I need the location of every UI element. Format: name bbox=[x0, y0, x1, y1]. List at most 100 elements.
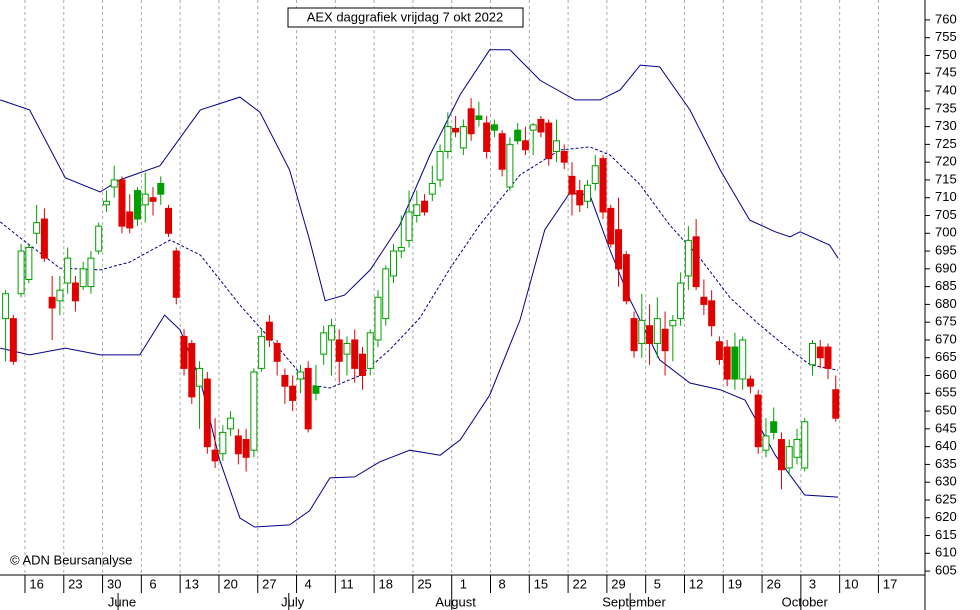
y-tick-label: 605 bbox=[935, 563, 957, 578]
candle-body bbox=[801, 421, 809, 469]
candle-body bbox=[521, 140, 529, 151]
candle-body bbox=[421, 200, 429, 213]
candle-body bbox=[708, 300, 716, 327]
y-tick-label: 635 bbox=[935, 456, 957, 471]
x-tick-label: 27 bbox=[262, 576, 276, 591]
candle-body bbox=[133, 190, 141, 220]
y-tick-label: 695 bbox=[935, 242, 957, 257]
y-tick-label: 650 bbox=[935, 403, 957, 418]
candle-body bbox=[715, 341, 723, 361]
y-tick-label: 645 bbox=[935, 420, 957, 435]
bollinger-band bbox=[0, 49, 839, 302]
month-label: August bbox=[435, 594, 476, 609]
candle-body bbox=[576, 190, 584, 206]
x-tick-label: 10 bbox=[844, 576, 858, 591]
candle-body bbox=[79, 268, 87, 288]
candle-body bbox=[615, 229, 623, 270]
title-box bbox=[287, 7, 524, 28]
candle-body bbox=[459, 126, 467, 149]
candle-body bbox=[9, 318, 17, 362]
candle-body bbox=[157, 182, 165, 195]
candle-body bbox=[358, 353, 366, 377]
candle-body bbox=[646, 325, 654, 345]
candle-body bbox=[560, 150, 568, 163]
bollinger-band bbox=[0, 192, 839, 528]
source: © ADN Beursanalyse bbox=[10, 552, 132, 567]
candle-body bbox=[808, 343, 816, 366]
x-tick-label: 29 bbox=[611, 576, 625, 591]
candle-body bbox=[102, 200, 110, 206]
y-tick-label: 720 bbox=[935, 154, 957, 169]
y-tick-label: 700 bbox=[935, 225, 957, 240]
candle-body bbox=[172, 250, 180, 298]
y-tick-label: 755 bbox=[935, 29, 957, 44]
candle-body bbox=[188, 343, 196, 398]
candle-body bbox=[327, 325, 335, 341]
y-tick-label: 690 bbox=[935, 260, 957, 275]
candle-body bbox=[234, 435, 242, 455]
candle-body bbox=[87, 257, 95, 288]
x-tick-label: 16 bbox=[29, 576, 43, 591]
candle-body bbox=[677, 282, 685, 320]
candle-body bbox=[428, 182, 436, 195]
candle-body bbox=[498, 133, 506, 170]
candle-body bbox=[258, 335, 266, 369]
candle-body bbox=[793, 439, 801, 458]
candle-body bbox=[312, 385, 320, 394]
y-tick-label: 625 bbox=[935, 491, 957, 506]
candle-body bbox=[33, 222, 41, 234]
y-tick-label: 660 bbox=[935, 367, 957, 382]
candle-body bbox=[141, 193, 149, 206]
x-tick-label: 5 bbox=[654, 576, 661, 591]
candle-body bbox=[669, 319, 677, 327]
candle-body bbox=[56, 289, 64, 302]
candle-body bbox=[777, 439, 785, 471]
candle-body bbox=[48, 296, 56, 309]
candle-body bbox=[196, 367, 204, 387]
candle-body bbox=[405, 211, 413, 241]
month-label: July bbox=[281, 594, 305, 609]
x-tick-label: 20 bbox=[223, 576, 237, 591]
candle-body bbox=[444, 126, 452, 152]
candle-body bbox=[40, 218, 48, 259]
candle-body bbox=[219, 431, 227, 455]
candle-body bbox=[452, 127, 460, 133]
candle-body bbox=[203, 378, 211, 448]
candle-body bbox=[638, 319, 646, 345]
candle-body bbox=[832, 389, 840, 419]
candle-body bbox=[64, 257, 72, 284]
month-label: June bbox=[108, 594, 136, 609]
x-tick-label: 11 bbox=[340, 576, 354, 591]
candle-body bbox=[490, 124, 498, 131]
y-tick-label: 670 bbox=[935, 331, 957, 346]
candle-body bbox=[653, 318, 661, 345]
x-tick-label: 26 bbox=[766, 576, 780, 591]
candle-body bbox=[227, 417, 235, 430]
candle-body bbox=[110, 179, 118, 188]
month-label: October bbox=[782, 594, 829, 609]
candle-body bbox=[483, 122, 491, 152]
candle-body bbox=[529, 124, 537, 131]
y-tick-label: 620 bbox=[935, 509, 957, 524]
x-tick-label: 19 bbox=[728, 576, 742, 591]
candle-body bbox=[335, 339, 343, 362]
candle-body bbox=[770, 421, 778, 433]
candle-body bbox=[413, 204, 421, 216]
y-tick-label: 675 bbox=[935, 314, 957, 329]
y-tick-label: 760 bbox=[935, 11, 957, 26]
x-tick-label: 15 bbox=[534, 576, 548, 591]
candle-body bbox=[71, 282, 79, 302]
candle-body bbox=[731, 346, 739, 380]
candle-body bbox=[545, 122, 553, 160]
candle-body bbox=[242, 439, 250, 458]
y-tick-label: 630 bbox=[935, 474, 957, 489]
candle-body bbox=[583, 184, 591, 202]
x-tick-label: 1 bbox=[460, 576, 467, 591]
y-tick-label: 750 bbox=[935, 47, 957, 62]
y-tick-label: 655 bbox=[935, 385, 957, 400]
candle-body bbox=[514, 129, 522, 142]
x-tick-label: 22 bbox=[573, 576, 587, 591]
candle-body bbox=[824, 346, 832, 369]
candle-body bbox=[607, 207, 615, 245]
candle-body bbox=[684, 239, 692, 277]
